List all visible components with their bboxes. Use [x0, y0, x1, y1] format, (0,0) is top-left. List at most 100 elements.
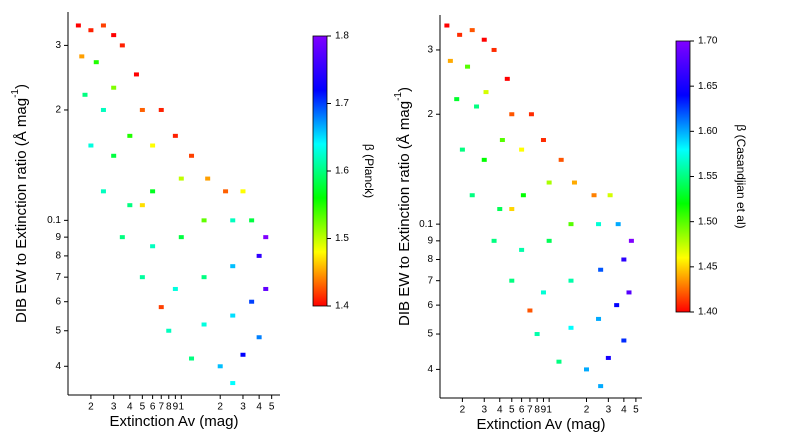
colorbar-tick-label: 1.45	[698, 261, 718, 272]
point	[457, 32, 463, 37]
point	[263, 235, 269, 240]
x-tick-label: 4	[127, 402, 133, 413]
point	[111, 85, 117, 90]
point	[217, 364, 223, 369]
x-tick-label: 3	[240, 402, 246, 413]
x-tick-label: 5	[140, 402, 146, 413]
point	[454, 97, 460, 102]
y-tick-label: 8	[427, 254, 433, 265]
point	[263, 286, 269, 291]
colorbar-tick-label: 1.40	[698, 307, 718, 318]
point	[596, 222, 602, 227]
point	[626, 290, 632, 295]
point	[509, 112, 515, 117]
point	[127, 133, 133, 138]
x-tick-label: 8	[166, 402, 172, 413]
y-label-main: DIB EW to Extinction ratio (Å mag	[396, 101, 413, 326]
point	[230, 381, 236, 386]
point	[534, 332, 540, 337]
point	[178, 235, 184, 240]
point	[444, 23, 450, 28]
x-tick-label: 8	[534, 405, 540, 416]
point	[127, 203, 133, 208]
y-tick-label: 6	[55, 296, 61, 307]
point	[150, 189, 156, 194]
point	[474, 104, 480, 109]
y-tick-label: 5	[55, 325, 61, 336]
point	[93, 60, 99, 65]
y-tick-label: 4	[55, 361, 61, 372]
point	[88, 28, 94, 33]
point	[481, 157, 487, 162]
y-tick-label: 9	[55, 232, 61, 243]
point	[158, 107, 164, 112]
point	[201, 322, 207, 327]
colorbar-tick-label: 1.55	[698, 171, 718, 182]
point	[119, 43, 125, 48]
point	[469, 193, 475, 198]
point	[205, 176, 211, 181]
colorbar-tick-label: 1.65	[698, 81, 718, 92]
point	[598, 267, 604, 272]
colorbar-tick-label: 1.7	[335, 98, 349, 109]
x-tick-label: 7	[527, 405, 533, 416]
point	[223, 189, 229, 194]
point	[621, 338, 627, 343]
point	[249, 299, 255, 304]
point	[605, 355, 611, 360]
point	[189, 153, 195, 158]
point	[111, 153, 117, 158]
point	[249, 218, 255, 223]
colorbar	[312, 35, 328, 307]
point	[598, 384, 604, 389]
point	[519, 247, 525, 252]
y-tick-label: 3	[55, 40, 61, 51]
point	[139, 275, 145, 280]
point	[139, 203, 145, 208]
x-tick-label: 3	[606, 405, 612, 416]
point	[591, 193, 597, 198]
y-axis-label: DIB EW to Extinction ratio (Å mag-1)	[393, 87, 413, 326]
y-tick-label: 6	[427, 300, 433, 311]
y-tick-label: 2	[427, 109, 433, 120]
point	[483, 90, 489, 95]
point	[519, 147, 525, 152]
x-tick-label: 5	[269, 402, 275, 413]
point	[150, 143, 156, 148]
point	[504, 76, 510, 81]
point	[571, 180, 577, 185]
point	[628, 238, 634, 243]
colorbar-tick-label: 1.50	[698, 216, 718, 227]
point	[88, 143, 94, 148]
point	[568, 278, 574, 283]
point	[166, 328, 172, 333]
x-tick-label: 5	[509, 405, 515, 416]
colorbar-tick-label: 1.4	[335, 301, 349, 312]
x-tick-label: 2	[88, 402, 94, 413]
point	[100, 107, 106, 112]
y-tick-label: 9	[427, 235, 433, 246]
x-tick-label: 9	[541, 405, 547, 416]
point	[481, 37, 487, 42]
point	[509, 278, 515, 283]
x-tick-label: 9	[173, 402, 179, 413]
colorbar-tick-label: 1.60	[698, 126, 718, 137]
point	[201, 275, 207, 280]
point	[546, 180, 552, 185]
y-tick-label: 8	[55, 251, 61, 262]
point	[568, 222, 574, 227]
point	[111, 33, 117, 38]
y-axis-label: DIB EW to Extinction ratio (Å mag-1)	[10, 84, 30, 323]
point	[75, 23, 81, 28]
y-tick-label: 0.1	[419, 219, 433, 230]
point	[568, 325, 574, 330]
y-tick-label: 0.1	[47, 215, 61, 226]
point	[150, 244, 156, 249]
point	[558, 157, 564, 162]
y-label-sup: -1	[393, 92, 404, 101]
x-axis-label: Extinction Av (mag)	[477, 416, 606, 433]
point	[172, 133, 178, 138]
x-tick-label: 4	[256, 402, 262, 413]
colorbar-label: β (Planck)	[362, 144, 376, 198]
